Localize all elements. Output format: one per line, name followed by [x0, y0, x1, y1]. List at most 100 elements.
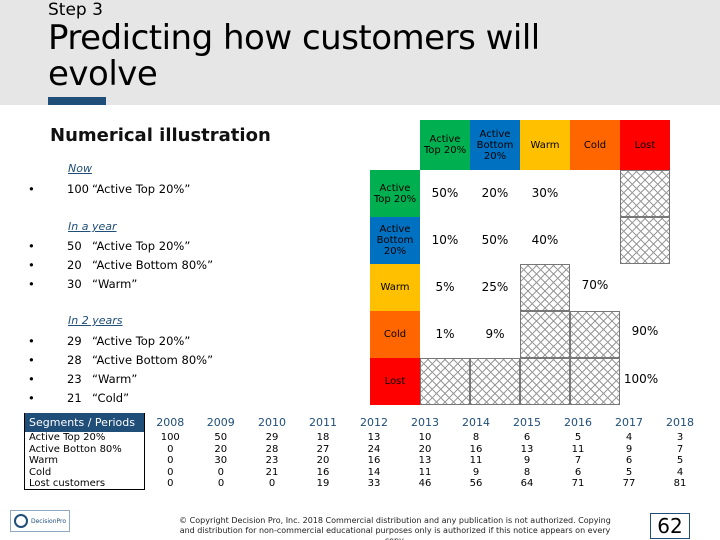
table-cell: 0: [268, 478, 276, 490]
table-cell: 20: [316, 455, 330, 467]
table-row: Active Botton 80% 0 20 28 27 24 20 16 13…: [24, 443, 706, 455]
list-item: • 23 “Warm”: [28, 372, 138, 386]
matrix-cell: 5%: [435, 280, 455, 294]
hatched-cell: [520, 311, 570, 358]
table-cell: 13: [367, 432, 381, 444]
table-cell: 11: [469, 455, 483, 467]
table-row: Active Top 20% 100 50 29 18 13 10 8 6 5 …: [24, 432, 706, 444]
hatched-cell: [470, 358, 520, 405]
row-header-cold: Cold: [370, 311, 420, 358]
matrix-cell: 40%: [531, 233, 559, 247]
row-label: Active Top 20%: [24, 432, 145, 444]
table-cell: 8: [472, 432, 480, 444]
hatched-cell: [620, 170, 670, 217]
segments-table: Segments / Periods 2008 2009 2010 2011 2…: [24, 413, 706, 490]
slide-header: Step 3 Predicting how customers will evo…: [0, 0, 720, 105]
logo-icon: [13, 514, 28, 528]
table-cell: 0: [144, 443, 196, 455]
year-header: 2009: [206, 416, 235, 429]
col-header-lost: Lost: [620, 120, 670, 170]
table-cell: 23: [265, 455, 279, 467]
list-item: • 28 “Active Bottom 80%”: [28, 353, 214, 367]
col-header-active-bottom: Active Bottom 20%: [470, 120, 520, 170]
table-cell: 9: [472, 466, 480, 478]
table-row: Warm 0 30 23 20 16 13 11 9 7 6 5: [24, 455, 706, 467]
table-cell: 64: [520, 478, 534, 490]
table-cell: 100: [144, 432, 196, 444]
year-header: 2014: [462, 416, 490, 429]
table-cell: 16: [367, 455, 381, 467]
logo-text: DecisionPro: [30, 517, 67, 525]
table-cell: 0: [144, 466, 196, 478]
table-cell: 6: [625, 455, 633, 467]
list-item: • 100 “Active Top 20%”: [28, 182, 191, 196]
hatched-cell: [520, 264, 570, 311]
matrix-cell: 30%: [531, 186, 559, 200]
table-cell: 50: [214, 432, 228, 444]
table-cell: 16: [469, 443, 483, 455]
hatched-cell: [620, 217, 670, 264]
table-cell: 20: [214, 443, 228, 455]
hatched-cell: [570, 311, 620, 358]
year-header: 2013: [411, 416, 439, 429]
hatched-cell: [420, 358, 470, 405]
table-cell: 0: [217, 478, 225, 490]
year-header: 2017: [615, 416, 643, 429]
row-header-active-bottom: Active Bottom 20%: [370, 217, 420, 264]
matrix-cell: 25%: [481, 280, 509, 294]
table-cell: 71: [571, 478, 585, 490]
row-label: Lost customers: [24, 478, 145, 490]
table-cell: 11: [571, 443, 585, 455]
table-cell: 13: [418, 455, 432, 467]
row-header-warm: Warm: [370, 264, 420, 311]
matrix-cell: 20%: [481, 186, 509, 200]
table-cell: 5: [625, 466, 633, 478]
table-cell: 16: [316, 466, 330, 478]
table-cell: 8: [523, 466, 531, 478]
year-header: 2010: [258, 416, 286, 429]
table-cell: 28: [265, 443, 279, 455]
span-value-warm: 70%: [581, 278, 609, 292]
table-cell: 10: [418, 432, 432, 444]
table-row: Cold 0 0 21 16 14 11 9 8 6 5 4: [24, 466, 706, 478]
hatched-cell: [520, 358, 570, 405]
table-cell: 46: [418, 478, 432, 490]
span-value-lost: 100%: [623, 372, 659, 386]
year-header: 2018: [666, 416, 694, 429]
table-cell: 7: [676, 443, 684, 455]
table-cell: 20: [418, 443, 432, 455]
illustration-heading: Numerical illustration: [50, 125, 271, 146]
section-in-2-years: In 2 years: [68, 314, 123, 327]
matrix-cell: 10%: [431, 233, 459, 247]
table-cell: 4: [625, 432, 633, 444]
year-header: 2008: [144, 413, 196, 432]
table-cell: 24: [367, 443, 381, 455]
section-in-a-year: In a year: [68, 220, 117, 233]
row-label: Active Botton 80%: [24, 443, 145, 455]
col-header-warm: Warm: [520, 120, 570, 170]
year-header: 2016: [564, 416, 592, 429]
table-cell: 9: [625, 443, 633, 455]
matrix-cell: 1%: [435, 327, 455, 341]
table-cell: 77: [622, 478, 636, 490]
title-accent-bar: [48, 97, 106, 105]
table-cell: 6: [523, 432, 531, 444]
row-header-active-top: Active Top 20%: [370, 170, 420, 217]
col-header-active-top: Active Top 20%: [420, 120, 470, 170]
list-item: • 29 “Active Top 20%”: [28, 334, 191, 348]
table-cell: 5: [574, 432, 582, 444]
table-cell: 0: [217, 466, 224, 478]
table-cell: 6: [574, 466, 582, 478]
row-label: Warm: [24, 455, 145, 467]
page-number: 62: [650, 513, 690, 539]
year-header: 2015: [513, 416, 541, 429]
table-cell: 3: [676, 432, 684, 444]
list-item: • 21 “Cold”: [28, 391, 130, 405]
matrix-cell: 50%: [481, 233, 509, 247]
col-header-cold: Cold: [570, 120, 620, 170]
table-cell: 21: [265, 466, 279, 478]
row-header-lost: Lost: [370, 358, 420, 405]
table-cell: 0: [144, 478, 196, 490]
year-header: 2011: [309, 416, 337, 429]
slide-title: Predicting how customers will evolve: [48, 18, 540, 94]
